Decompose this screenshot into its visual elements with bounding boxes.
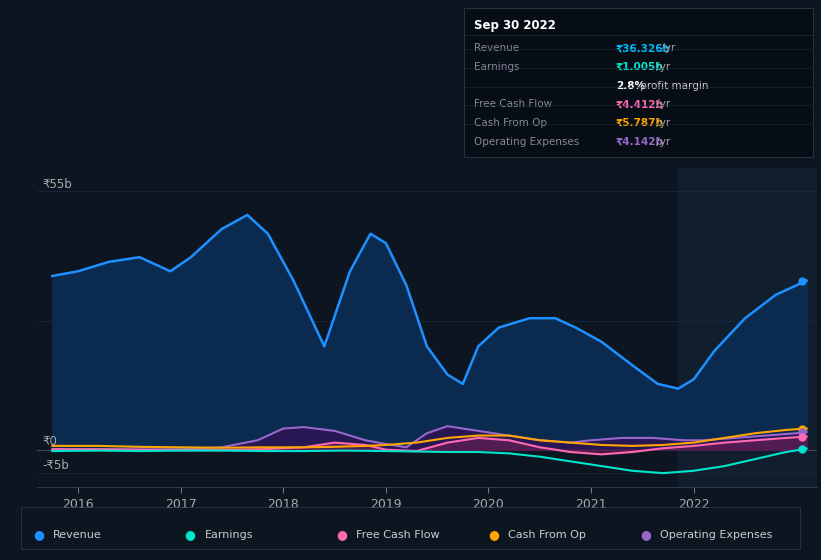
Text: /yr: /yr: [658, 43, 676, 53]
Text: ₹5.787b: ₹5.787b: [616, 118, 663, 128]
Bar: [678, 168, 817, 487]
Text: Sep 30 2022: Sep 30 2022: [474, 18, 556, 32]
Text: Revenue: Revenue: [474, 43, 519, 53]
Text: Operating Expenses: Operating Expenses: [660, 530, 773, 540]
Text: 2.8%: 2.8%: [616, 81, 644, 91]
Text: ●: ●: [33, 528, 44, 542]
Text: ●: ●: [337, 528, 347, 542]
Text: Cash From Op: Cash From Op: [474, 118, 547, 128]
Text: ₹4.412b: ₹4.412b: [616, 100, 663, 109]
Text: /yr: /yr: [654, 62, 671, 72]
Text: Cash From Op: Cash From Op: [508, 530, 586, 540]
Text: ₹1.005b: ₹1.005b: [616, 62, 663, 72]
Text: Earnings: Earnings: [474, 62, 519, 72]
Text: profit margin: profit margin: [637, 81, 709, 91]
Text: /yr: /yr: [654, 100, 671, 109]
Text: -₹5b: -₹5b: [42, 459, 69, 472]
Text: /yr: /yr: [654, 118, 671, 128]
Text: ₹36.326b: ₹36.326b: [616, 43, 671, 53]
Text: ₹55b: ₹55b: [42, 178, 71, 190]
Text: ●: ●: [185, 528, 195, 542]
Text: Free Cash Flow: Free Cash Flow: [356, 530, 440, 540]
Text: Earnings: Earnings: [204, 530, 253, 540]
Text: ●: ●: [488, 528, 499, 542]
Text: ₹0: ₹0: [42, 435, 57, 448]
Text: Revenue: Revenue: [53, 530, 101, 540]
Text: /yr: /yr: [654, 137, 671, 147]
Text: Operating Expenses: Operating Expenses: [474, 137, 579, 147]
Text: ₹4.142b: ₹4.142b: [616, 137, 663, 147]
Text: ●: ●: [640, 528, 651, 542]
Text: Free Cash Flow: Free Cash Flow: [474, 100, 552, 109]
